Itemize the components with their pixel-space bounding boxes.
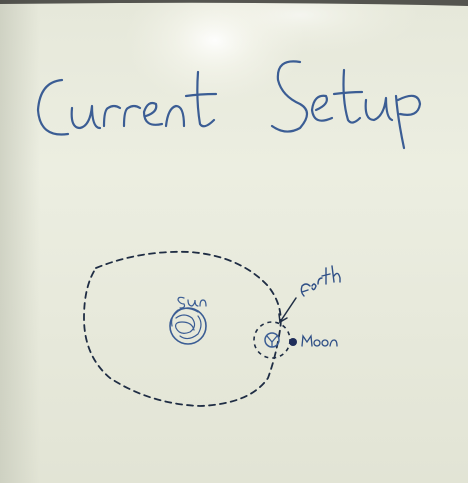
board-edge-shadow bbox=[0, 0, 40, 483]
moon-drawing bbox=[289, 338, 297, 346]
earth-pointer-arrowhead bbox=[278, 313, 288, 324]
label-moon bbox=[301, 334, 338, 347]
earth-pointer-arrow bbox=[279, 297, 297, 323]
heading-current-setup bbox=[36, 60, 422, 150]
label-earth bbox=[300, 265, 341, 297]
label-sun bbox=[177, 296, 207, 309]
board-frame-top bbox=[0, 0, 468, 6]
sun-orbit-path bbox=[83, 250, 282, 407]
earth-drawing bbox=[264, 332, 280, 348]
sun-drawing bbox=[169, 307, 207, 345]
light-glare-wide bbox=[180, 0, 420, 55]
